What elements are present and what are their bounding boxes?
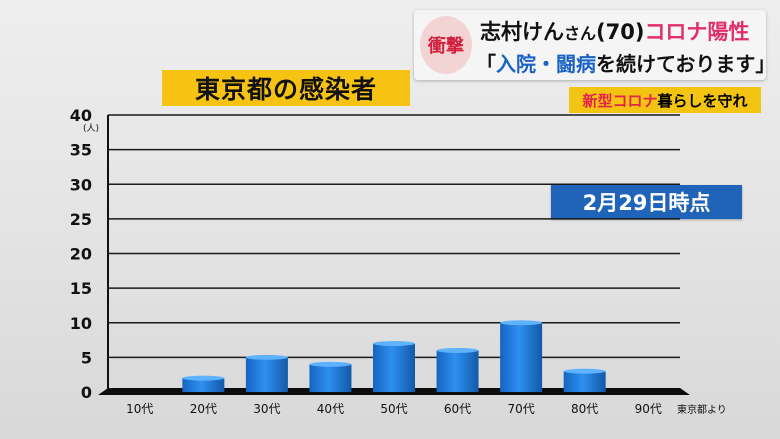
x-tick-label: 90代 [635,402,662,416]
x-tick-label: 40代 [317,402,344,416]
x-tick-labels: 10代 20代 30代 40代 50代 60代 70代 80代 90代 [126,402,662,416]
news-tag: 衝撃 [420,16,472,74]
y-tick-label: 25 [70,210,92,229]
y-tick-label: 5 [81,348,92,367]
bar [245,354,288,392]
y-tick-label: 40 [70,106,92,125]
quote-open: 「 [476,52,496,76]
news-quote: 「入院・闘病を続けております」 [476,48,775,77]
x-tick-label: 10代 [126,402,153,416]
x-tick-label: 80代 [571,402,598,416]
sub-banner-text: 暮らしを守れ [657,91,748,110]
headline-age: (70) [596,20,645,44]
bar [309,361,352,392]
date-badge: 2月29日時点 [551,185,742,219]
x-tick-label: 30代 [253,402,280,416]
bar [563,368,606,392]
source-note: 東京都より [677,405,727,416]
grid-lines [108,114,680,359]
y-tick-label: 15 [70,279,92,298]
y-tick-label: 20 [70,245,92,264]
bar [182,375,225,392]
headline-honorific: さん [564,24,597,43]
bar [500,320,543,392]
x-tick-label: 20代 [190,402,217,416]
x-tick-label: 50代 [380,402,407,416]
headline-highlight: コロナ陽性 [644,20,750,44]
y-unit-label: (人) [83,123,99,134]
bars [182,320,606,392]
quote-rest: を続けております」 [596,52,776,76]
quote-highlight: 入院・闘病 [496,52,596,76]
sub-banner-highlight: 新型コロナ [582,91,658,110]
y-tick-label: 0 [81,383,92,402]
y-tick-labels: 0 5 10 15 20 25 30 35 40 [70,106,92,402]
sub-banner: 新型コロナ 暮らしを守れ [569,87,761,113]
y-tick-label: 35 [70,141,92,160]
y-tick-label: 10 [70,314,92,333]
x-tick-label: 70代 [507,402,534,416]
y-tick-label: 30 [70,175,92,194]
x-tick-label: 60代 [444,402,471,416]
chart-title: 東京都の感染者 [162,70,410,106]
news-headline: 志村けんさん(70)コロナ陽性 [480,16,749,46]
bar [436,347,479,392]
news-headline-box: 衝撃 志村けんさん(70)コロナ陽性 「入院・闘病を続けております」 [414,10,775,80]
headline-name: 志村けん [480,20,564,44]
bar [373,341,415,392]
